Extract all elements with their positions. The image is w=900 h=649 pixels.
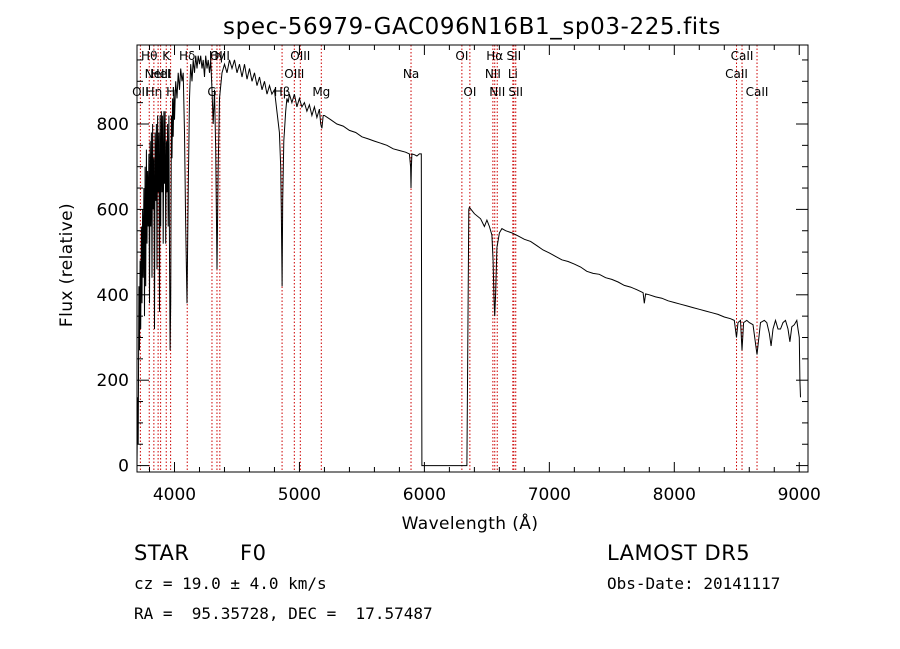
marker-label: HeI <box>151 67 171 81</box>
marker-label: K <box>162 49 171 63</box>
chart-title: spec-56979-GAC096N16B1_sp03-225.fits <box>223 14 721 40</box>
axis-ticks <box>137 45 808 472</box>
x-tick-label: 7000 <box>528 485 571 505</box>
marker-label: H <box>166 85 175 99</box>
marker-label: OIII <box>284 67 304 81</box>
marker-label: NII <box>485 67 501 81</box>
marker-label: CaII <box>746 85 769 99</box>
marker-label: Li <box>508 67 518 81</box>
marker-label: OI <box>463 85 476 99</box>
object-class: STAR <box>134 541 190 565</box>
spectrum-line <box>136 55 801 467</box>
spectral-subclass: F0 <box>240 541 267 565</box>
marker-label: Na <box>403 67 419 81</box>
marker-label: Mg <box>312 85 330 99</box>
marker-label: Hγ <box>209 49 225 63</box>
coordinates-ra-dec: RA = 95.35728, DEC = 17.57487 <box>134 604 433 623</box>
marker-label: Hθ <box>141 49 157 63</box>
marker-label: OI <box>455 49 468 63</box>
marker-label: Hδ <box>179 49 195 63</box>
marker-label: CaII <box>731 49 754 63</box>
marker-label: OIII <box>210 49 230 63</box>
x-tick-label: 9000 <box>778 485 821 505</box>
y-tick-label: 600 <box>97 200 129 220</box>
y-axis-label: Flux (relative) <box>57 203 77 327</box>
marker-label: OII <box>132 85 149 99</box>
y-tick-label: 0 <box>118 457 129 477</box>
x-axis-label: Wavelength (Å) <box>402 512 539 534</box>
y-tick-label: 400 <box>97 286 129 306</box>
plot-frame <box>136 44 809 473</box>
observation-date: Obs-Date: 20141117 <box>607 574 781 593</box>
marker-label: SII <box>508 85 523 99</box>
axis-tick-labels: 4000 5000 6000 7000 8000 9000 0 200 400 600 800 <box>97 115 821 505</box>
marker-label: Hη <box>146 85 163 99</box>
emission-line-markers <box>139 45 758 472</box>
survey-name: LAMOST DR5 <box>607 541 751 565</box>
marker-label: Hβ <box>274 85 291 99</box>
x-tick-label: 6000 <box>403 485 446 505</box>
x-tick-label: 4000 <box>153 485 196 505</box>
x-tick-label: 5000 <box>278 485 321 505</box>
marker-label: NeIII <box>145 67 172 81</box>
marker-label: OIII <box>290 49 310 63</box>
marker-label: Hα <box>486 49 503 63</box>
emission-line-labels: OIIHθHηNeIIIHeIKHHδGHγOIIIHβOIIIOIIIMgNa… <box>132 49 768 99</box>
marker-label: NII <box>489 85 505 99</box>
y-tick-label: 200 <box>97 371 129 391</box>
marker-label: SII <box>507 49 522 63</box>
x-tick-label: 8000 <box>653 485 696 505</box>
marker-label: CaII <box>725 67 748 81</box>
y-tick-label: 800 <box>97 115 129 135</box>
redshift-cz: cz = 19.0 ± 4.0 km/s <box>134 574 327 593</box>
